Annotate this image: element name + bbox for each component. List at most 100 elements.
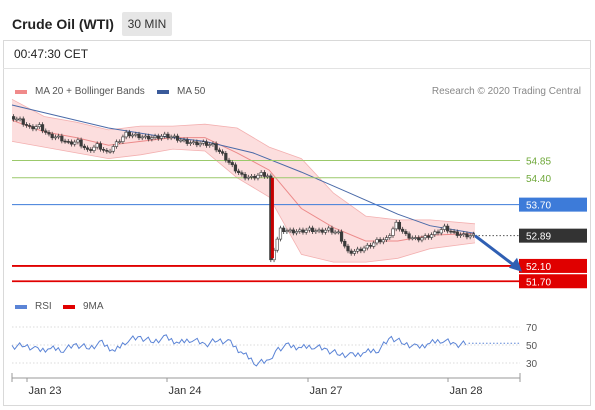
candle-down [368, 244, 373, 247]
candle-up [259, 172, 263, 176]
candle-up [153, 135, 157, 138]
candle-down [102, 149, 106, 151]
chart-title: Crude Oil (WTI) [12, 16, 114, 32]
candle-down [224, 152, 228, 161]
candle-up [34, 126, 38, 130]
legend-ma50: MA 50 [157, 86, 205, 97]
header: Crude Oil (WTI) 30 MIN [0, 0, 595, 38]
candle-down [233, 164, 238, 172]
candle-down [291, 229, 295, 234]
candle-up [458, 234, 463, 236]
candle-up [352, 250, 357, 254]
candle-up [323, 229, 328, 233]
legend-9ma-label: 9MA [83, 301, 104, 312]
candle-down [230, 162, 234, 166]
candle-up [134, 133, 138, 136]
candle-up [275, 238, 279, 251]
candle-up [333, 231, 337, 234]
candle-up [169, 136, 173, 139]
candle-down [404, 231, 408, 235]
candle-up [278, 227, 283, 240]
candle-down [339, 231, 344, 242]
legend-ma50-swatch [157, 89, 169, 94]
candle-up [381, 239, 385, 243]
candle-up [92, 146, 96, 151]
rsi-tick-30: 30 [526, 359, 538, 370]
candle-down [311, 227, 315, 232]
candle-up [384, 237, 389, 241]
legend-rsi-label: RSI [35, 301, 52, 312]
candle-up [372, 242, 376, 247]
candle-up [294, 231, 299, 234]
candle-up [211, 143, 215, 145]
candle-down [185, 139, 189, 144]
candle-down [147, 135, 151, 140]
candle-up [442, 225, 447, 230]
candle-down [217, 149, 221, 152]
candle-down [243, 174, 247, 179]
candle-up [143, 135, 148, 138]
candle-down [346, 245, 350, 252]
candle-up [249, 175, 254, 178]
candle-down [66, 141, 70, 143]
candle-down [401, 228, 405, 232]
candle-up [95, 143, 99, 148]
candle-up [429, 234, 434, 238]
candle-up [362, 247, 366, 252]
candle-up [314, 230, 318, 233]
level-tag-53.70 [519, 197, 587, 212]
candle-up [37, 124, 41, 128]
candle-up [410, 237, 414, 240]
level-label-51.70: 51.70 [526, 277, 551, 288]
candle-down [446, 225, 450, 232]
x-tick-jan-24: Jan 24 [168, 385, 201, 397]
candle-up [420, 237, 424, 241]
candle-up [246, 176, 250, 179]
legend-ma20: MA 20 + Bollinger Bands [15, 86, 145, 97]
candle-down [301, 229, 305, 233]
candle-down [455, 231, 459, 236]
candle-up [57, 135, 61, 138]
candle-down [240, 172, 244, 175]
legend-9ma: 9MA [63, 301, 104, 312]
candle-down [166, 133, 170, 139]
timeframe-badge[interactable]: 30 MIN [122, 12, 172, 36]
legend-9ma-swatch [63, 304, 75, 309]
bollinger-upper-line [11, 98, 476, 225]
candle-down [21, 118, 25, 125]
candle-down [24, 124, 29, 126]
candle-down [28, 125, 32, 127]
candle-down [105, 150, 109, 152]
candle-down [40, 124, 45, 132]
candle-down [452, 231, 456, 233]
candle-down [320, 229, 324, 233]
candle-down [449, 230, 453, 233]
candle-up [391, 228, 395, 236]
ma20-line [11, 119, 476, 242]
ma50-line [11, 104, 476, 234]
candle-down [175, 135, 180, 141]
bollinger-band [12, 99, 475, 263]
level-tag-52.89 [519, 228, 587, 243]
legend-ma20-swatch [15, 89, 27, 94]
candle-up [462, 233, 466, 236]
candle-up [159, 135, 164, 139]
level-label-54.85: 54.85 [526, 157, 551, 168]
candle-down [227, 159, 231, 163]
candle-up [18, 118, 22, 121]
candle-up [298, 229, 302, 232]
candle-down [47, 132, 51, 135]
candle-up [468, 235, 472, 238]
candle-down [253, 175, 257, 179]
level-label-54.40: 54.40 [526, 174, 551, 185]
candle-down [50, 133, 54, 139]
candle-up [121, 136, 125, 142]
candle-up [118, 141, 122, 143]
candle-up [198, 143, 202, 146]
candle-down [359, 248, 363, 252]
candle-down [349, 250, 353, 254]
divider [3, 68, 591, 69]
candle-down [12, 116, 16, 120]
legend-ma20-label: MA 20 + Bollinger Bands [35, 86, 145, 97]
